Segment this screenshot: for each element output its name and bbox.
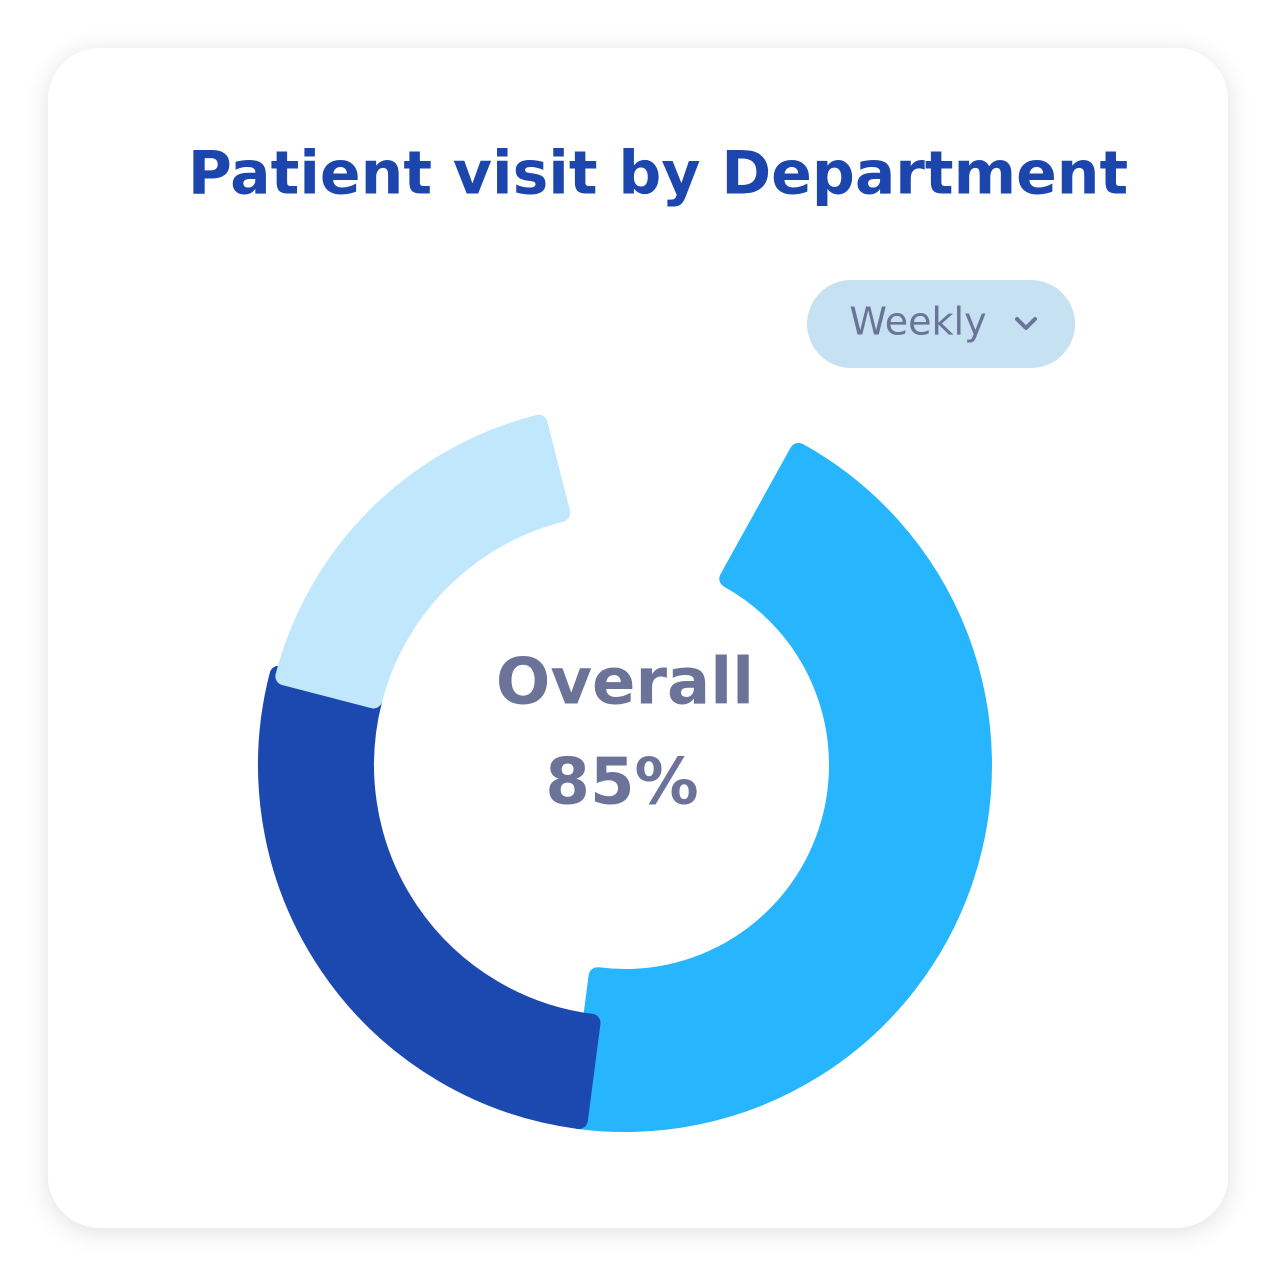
period-dropdown[interactable]: Weekly — [807, 280, 1075, 368]
center-label: Overall — [496, 646, 754, 720]
chart-title: Patient visit by Department — [188, 139, 1128, 209]
dropdown-label[interactable]: Weekly — [849, 300, 986, 344]
dropdown-pill[interactable] — [807, 280, 1075, 368]
donut-segment — [569, 442, 992, 1132]
donut-segment — [258, 665, 601, 1130]
center-value: 85% — [545, 746, 698, 820]
donut — [258, 414, 992, 1132]
dropdown-chevron[interactable] — [1015, 317, 1037, 330]
donut-segment — [275, 414, 571, 709]
